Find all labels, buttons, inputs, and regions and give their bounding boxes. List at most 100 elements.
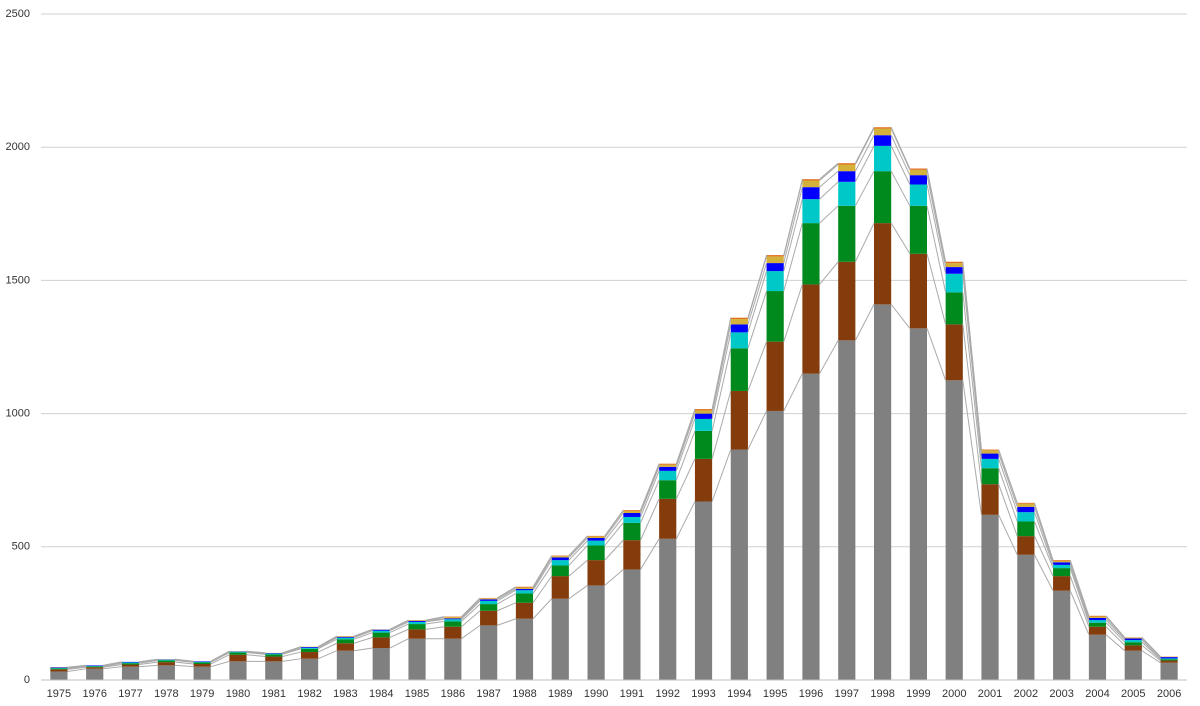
series-line [425, 618, 445, 623]
series-line [747, 290, 768, 349]
bar-segment [873, 127, 892, 129]
bar-segment [730, 332, 748, 349]
series-line [317, 637, 338, 649]
series-line [854, 126, 875, 164]
bar-segment [515, 590, 534, 594]
series-line [174, 664, 194, 668]
series-line [819, 205, 839, 224]
bar-segment [551, 598, 569, 680]
bar-segment [1017, 502, 1035, 504]
bar-segment [981, 450, 999, 454]
series-line [139, 661, 158, 666]
bar-segment [1124, 637, 1142, 639]
series-line [962, 292, 982, 469]
series-line [890, 222, 911, 255]
x-tick-label: 2003 [1049, 688, 1073, 700]
series-line [640, 466, 660, 514]
bar-segment [730, 390, 748, 450]
bar-segment [838, 163, 856, 165]
bar-segment [623, 522, 641, 541]
series-line [604, 512, 624, 539]
series-line [890, 127, 911, 169]
series-line [497, 618, 517, 626]
x-tick-label: 1993 [691, 688, 715, 700]
bar-segment [1160, 657, 1178, 659]
series-line [282, 646, 302, 654]
series-line [926, 175, 947, 268]
bar-segment [444, 626, 462, 639]
series-line [353, 632, 373, 640]
series-line [854, 304, 875, 341]
series-line [890, 135, 911, 176]
bar-segment [336, 636, 355, 638]
series-line [926, 168, 947, 262]
x-tick-label: 1977 [118, 688, 142, 700]
series-line [389, 623, 409, 634]
bar-segment [981, 468, 999, 485]
series-line [783, 187, 803, 264]
x-tick-label: 1991 [620, 688, 644, 700]
series-line [532, 559, 553, 591]
bar-segment [1017, 506, 1035, 513]
x-tick-label: 1996 [799, 688, 823, 700]
series-line [1069, 575, 1090, 627]
series-line [640, 470, 660, 518]
series-line [103, 661, 123, 666]
series-line [174, 658, 194, 662]
series-line [210, 654, 230, 665]
series-line [604, 509, 624, 537]
bar-segment [551, 565, 569, 577]
bar-segment [659, 463, 677, 465]
bar-segment [444, 616, 462, 618]
x-tick-label: 1995 [763, 688, 787, 700]
bar-segment [157, 660, 175, 663]
bar-segment [265, 653, 283, 655]
bar-segment [300, 652, 319, 659]
series-line [819, 162, 839, 180]
bar-segment [372, 648, 390, 680]
y-tick-label: 1000 [6, 408, 30, 420]
bar-segment [193, 662, 211, 665]
bar-segment [587, 535, 605, 537]
bar-segment [444, 621, 462, 627]
series-line [282, 651, 302, 658]
series-line [282, 647, 302, 655]
series-line [1069, 567, 1090, 623]
series-line [532, 557, 553, 590]
series-line [640, 479, 660, 524]
bar-segment [909, 328, 928, 680]
bar-segment [372, 629, 390, 631]
series-line [425, 617, 445, 622]
series-line [854, 145, 875, 183]
series-line [1141, 637, 1161, 657]
bar-segment [1053, 576, 1071, 591]
bar-segment [336, 637, 355, 640]
bar-segment [909, 168, 928, 170]
bar-segment [802, 373, 820, 680]
bar-segment [694, 458, 713, 502]
bar-segment [300, 648, 319, 653]
bar-segment [659, 466, 677, 471]
bar-segment [86, 666, 104, 668]
bar-segment [1088, 620, 1107, 623]
series-line [640, 538, 660, 570]
bar-segment [229, 651, 247, 653]
bar-segment [909, 205, 928, 254]
bar-segment [300, 647, 319, 649]
series-line [819, 181, 839, 200]
series-line [317, 642, 338, 653]
x-tick-label: 1988 [512, 688, 536, 700]
bar-segment [265, 654, 283, 657]
series-line [604, 539, 624, 561]
bar-segment [1088, 626, 1107, 635]
bar-segment [730, 324, 748, 333]
series-line [711, 317, 732, 410]
series-line [819, 340, 839, 374]
bar-segment [515, 587, 534, 589]
series-line [783, 373, 803, 412]
bar-segment [193, 661, 211, 663]
bar-segment [229, 654, 247, 662]
series-line [1105, 619, 1126, 641]
series-line [1033, 512, 1054, 566]
bar-segment [730, 449, 748, 680]
